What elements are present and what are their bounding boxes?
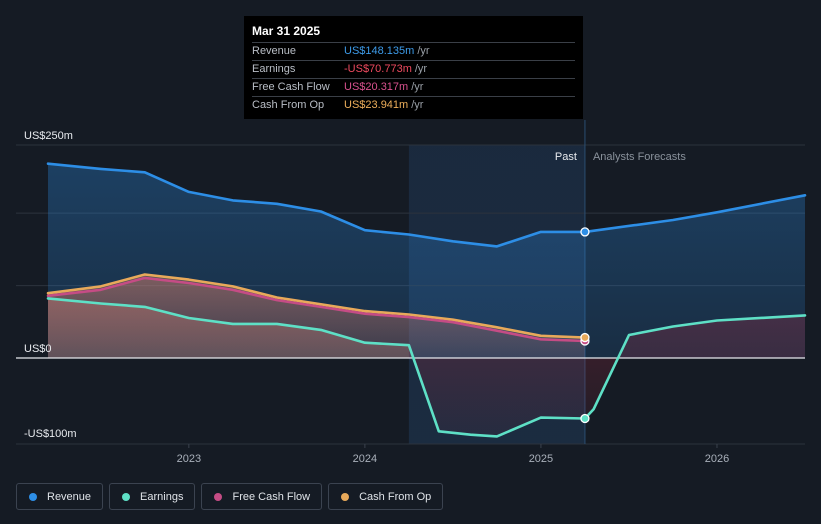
tooltip-value: US$148.135m bbox=[344, 45, 415, 57]
x-tick-label: 2025 bbox=[529, 453, 553, 465]
legend-item-revenue[interactable]: Revenue bbox=[16, 483, 104, 510]
legend: Revenue Earnings Free Cash Flow Cash Fro… bbox=[16, 483, 444, 510]
tooltip-row-cash-from-op: Cash From Op US$23.941m /yr bbox=[252, 96, 575, 114]
tooltip-unit: /yr bbox=[411, 81, 424, 93]
legend-dot-icon bbox=[214, 492, 223, 501]
tooltip-unit: /yr bbox=[414, 63, 428, 75]
cash-from-op-area bbox=[48, 274, 585, 358]
tooltip-label: Earnings bbox=[252, 63, 296, 75]
legend-label: Free Cash Flow bbox=[232, 490, 311, 503]
past-label: Past bbox=[555, 151, 577, 163]
legend-dot-icon bbox=[29, 492, 37, 501]
y-tick-label: US$0 bbox=[24, 343, 52, 355]
tooltip-row-free-cash-flow: Free Cash Flow US$20.317m /yr bbox=[252, 78, 575, 96]
tooltip-unit: /yr bbox=[411, 99, 424, 111]
tooltip-value: -US$70.773m bbox=[344, 63, 412, 75]
legend-dot-icon bbox=[122, 492, 131, 501]
cash-from-op-marker bbox=[580, 332, 590, 343]
tooltip: Mar 31 2025 Revenue US$148.135m /yr Earn… bbox=[244, 16, 583, 119]
free-cash-flow-line bbox=[46, 276, 587, 343]
tooltip-label: Cash From Op bbox=[252, 99, 325, 111]
tooltip-label: Revenue bbox=[252, 45, 297, 57]
tooltip-date: Mar 31 2025 bbox=[252, 24, 321, 38]
earnings-line bbox=[46, 297, 807, 438]
cash-from-op-line bbox=[46, 273, 587, 339]
legend-item-earnings[interactable]: Earnings bbox=[109, 483, 196, 510]
x-tick-label: 2023 bbox=[177, 453, 201, 465]
tooltip-row-earnings: Earnings -US$70.773m /yr bbox=[252, 60, 575, 78]
tooltip-row-revenue: Revenue US$148.135m /yr bbox=[252, 42, 575, 60]
tooltip-value: US$20.317m bbox=[344, 81, 409, 93]
x-tick-label: 2026 bbox=[705, 453, 729, 465]
legend-item-free-cash-flow[interactable]: Free Cash Flow bbox=[201, 483, 323, 510]
legend-label: Revenue bbox=[47, 490, 92, 503]
revenue-marker bbox=[580, 227, 590, 237]
x-tick-label: 2024 bbox=[353, 453, 377, 465]
legend-dot-icon bbox=[341, 492, 350, 501]
y-tick-label: -US$100m bbox=[24, 428, 77, 440]
legend-item-cash-from-op[interactable]: Cash From Op bbox=[328, 483, 444, 510]
earnings-marker bbox=[580, 413, 590, 424]
tooltip-label: Free Cash Flow bbox=[252, 81, 330, 93]
tooltip-value: US$23.941m bbox=[344, 99, 409, 111]
legend-label: Earnings bbox=[140, 490, 184, 503]
legend-label: Cash From Op bbox=[359, 490, 432, 503]
tooltip-unit: /yr bbox=[417, 45, 430, 57]
revenue-line bbox=[46, 162, 807, 248]
forecast-label: Analysts Forecasts bbox=[593, 151, 686, 163]
y-tick-label: US$250m bbox=[24, 130, 73, 142]
